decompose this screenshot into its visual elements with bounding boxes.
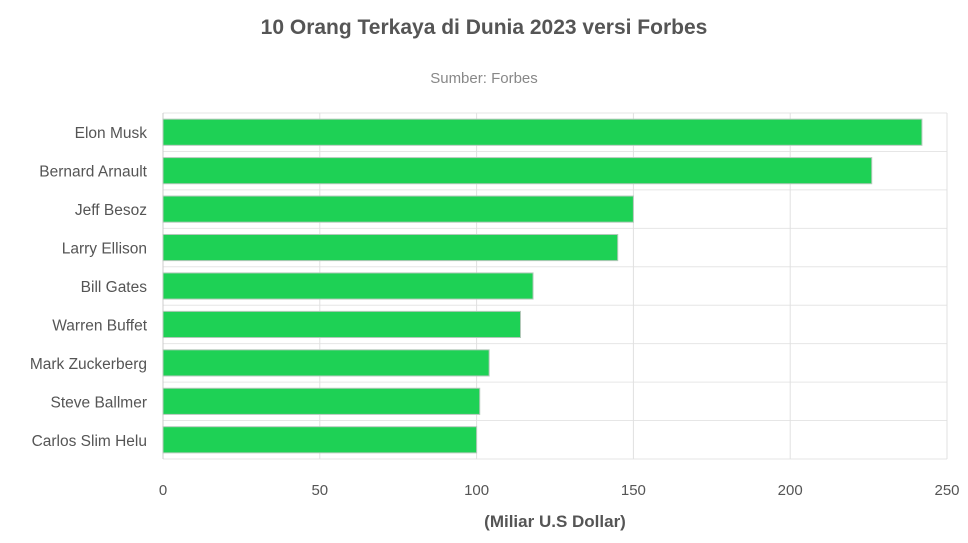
x-axis-label: (Miliar U.S Dollar) [484, 512, 626, 531]
x-tick-label: 200 [778, 482, 803, 499]
y-tick-label: Warren Buffet [52, 317, 147, 334]
bar [162, 310, 522, 339]
x-tick-label: 100 [464, 482, 489, 499]
x-tick-label: 0 [159, 482, 167, 499]
y-tick-label: Larry Ellison [62, 241, 147, 258]
bar [162, 233, 619, 262]
y-tick-label: Bernard Arnault [39, 164, 147, 181]
bar [162, 426, 478, 454]
bar [162, 195, 634, 223]
x-tick-label: 250 [934, 482, 959, 499]
bar [162, 157, 873, 185]
bar [162, 272, 534, 300]
x-tick-label: 150 [621, 482, 646, 499]
chart-title: 10 Orang Terkaya di Dunia 2023 versi For… [260, 16, 708, 39]
y-tick-label: Steve Ballmer [51, 394, 147, 411]
y-tick-label: Jeff Besoz [75, 202, 147, 219]
x-tick-label: 50 [311, 482, 328, 499]
y-tick-label: Bill Gates [81, 279, 148, 296]
chart-subtitle: Sumber: Forbes [430, 70, 538, 87]
bar [162, 118, 923, 146]
y-tick-label: Carlos Slim Helu [32, 433, 147, 450]
bar [162, 349, 490, 377]
bar [162, 387, 481, 415]
y-tick-label: Mark Zuckerberg [30, 356, 147, 373]
y-tick-label: Elon Musk [75, 125, 148, 142]
